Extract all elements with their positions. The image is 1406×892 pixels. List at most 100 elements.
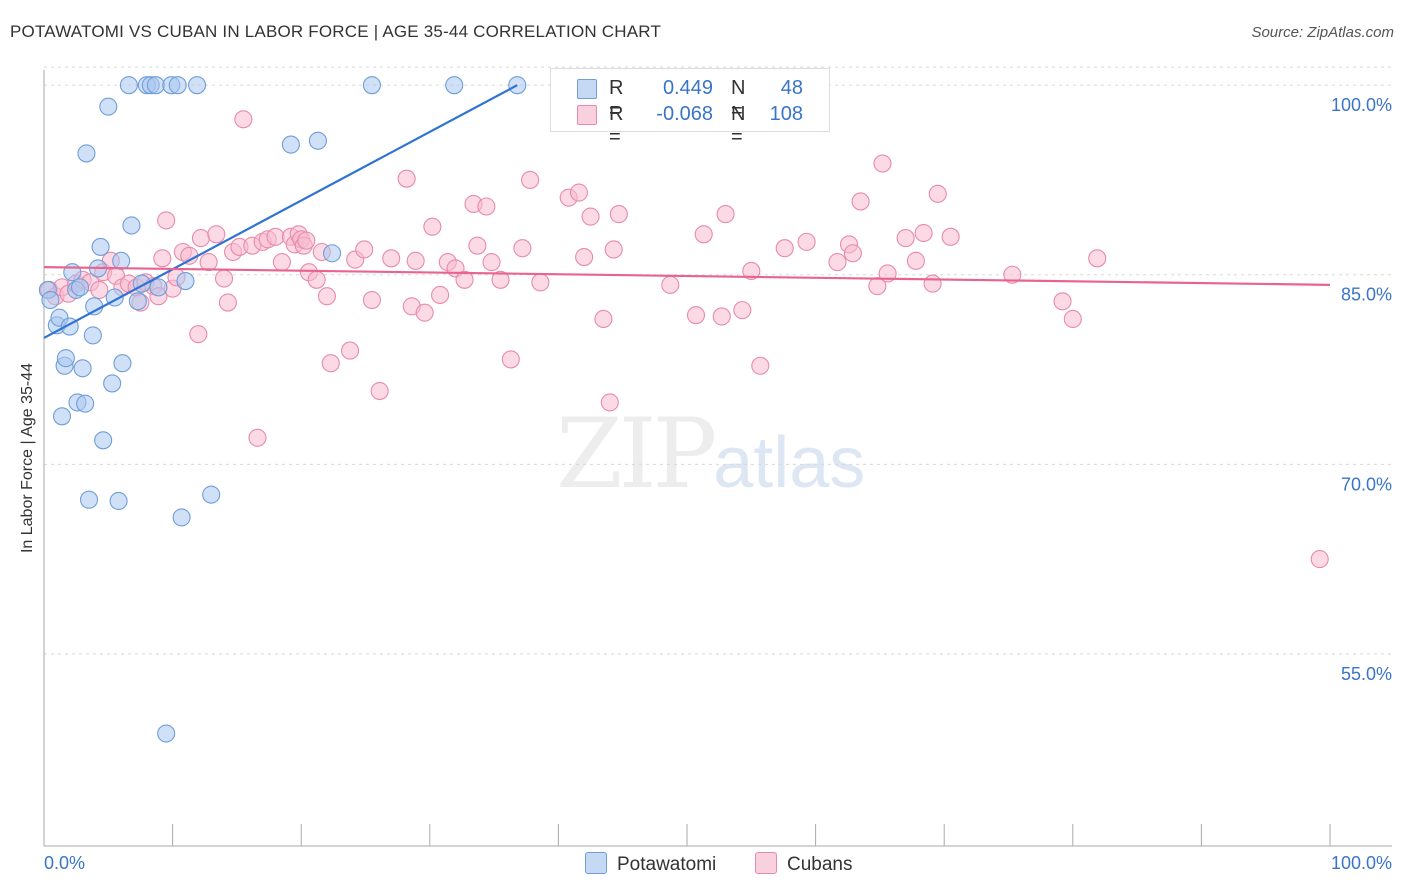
y-tick-label: 70.0% xyxy=(1341,474,1392,494)
cubans-point xyxy=(297,231,316,250)
cubans-trend-line xyxy=(43,266,1331,286)
potawatomi-legend-label: Potawatomi xyxy=(617,854,717,875)
cubans-point xyxy=(189,325,208,344)
cubans-points xyxy=(40,110,1329,569)
potawatomi-point xyxy=(112,251,131,270)
cubans-point xyxy=(1088,249,1107,268)
potawatomi-swatch xyxy=(577,79,597,99)
watermark-atlas: atlas xyxy=(713,423,866,503)
y-tick-label: 55.0% xyxy=(1341,664,1392,684)
cubans-point xyxy=(362,290,381,310)
potawatomi-point xyxy=(63,263,82,282)
cubans-point xyxy=(581,207,600,226)
potawatomi-point xyxy=(187,76,207,95)
potawatomi-point xyxy=(119,76,138,95)
gridlines xyxy=(44,66,1392,655)
cubans-point xyxy=(513,239,532,258)
cubans-point xyxy=(307,270,326,289)
trend-lines xyxy=(43,84,1331,339)
potawatomi-point xyxy=(83,326,102,345)
potawatomi-point xyxy=(103,374,122,393)
potawatomi-point xyxy=(445,76,464,95)
potawatomi-point xyxy=(157,724,176,743)
r-label: R = xyxy=(609,103,624,148)
correlation-legend: R = 0.449 N = 48 R = -0.068 N = 108 xyxy=(550,68,830,148)
cubans-point xyxy=(501,350,520,369)
axes xyxy=(43,70,1392,847)
potawatomi-point xyxy=(172,508,191,527)
cubans-point xyxy=(716,205,735,224)
chart-title: POTAWATOMI VS CUBAN IN LABOR FORCE | AGE… xyxy=(10,22,662,41)
cubans-point xyxy=(355,240,374,259)
cubans-point xyxy=(157,211,176,230)
cubans-swatch xyxy=(577,105,597,125)
cubans-point xyxy=(272,253,291,272)
potawatomi-point xyxy=(176,272,195,291)
potawatomi-point xyxy=(94,431,113,450)
cubans-point xyxy=(153,249,172,268)
n-label: N = xyxy=(731,103,746,148)
source-label: Source: ZipAtlas.com xyxy=(1251,24,1394,41)
r-value: 0.449 xyxy=(662,77,713,99)
cubans-point xyxy=(191,229,210,248)
cubans-point xyxy=(370,381,389,401)
cubans-point xyxy=(415,303,434,322)
cubans-point xyxy=(694,225,713,244)
potawatomi-point xyxy=(109,491,128,511)
potawatomi-point xyxy=(73,359,92,378)
potawatomi-trend-line xyxy=(43,84,518,339)
x-tick-label: 0.0% xyxy=(44,853,85,873)
cubans-point xyxy=(742,261,761,281)
cubans-point xyxy=(218,293,237,312)
cubans-point xyxy=(477,197,496,216)
cubans-point xyxy=(661,275,680,294)
cubans-point xyxy=(180,246,199,265)
cubans-point xyxy=(873,154,892,173)
cubans-point xyxy=(828,253,847,272)
cubans-point xyxy=(941,227,960,246)
cubans-point xyxy=(797,232,816,251)
potawatomi-points xyxy=(38,76,527,743)
cubans-point xyxy=(482,253,501,272)
cubans-point xyxy=(1310,550,1329,569)
cubans-point xyxy=(266,227,285,246)
potawatomi-point xyxy=(146,76,165,95)
cubans-point xyxy=(207,225,226,244)
potawatomi-point xyxy=(56,349,75,368)
cubans-point xyxy=(468,236,487,255)
cubans-point xyxy=(928,184,947,203)
cubans-point xyxy=(914,223,933,243)
potawatomi-point xyxy=(70,278,90,297)
cubans-point xyxy=(923,274,942,293)
cubans-point xyxy=(341,341,360,360)
n-value: 48 xyxy=(780,77,803,99)
potawatomi-point xyxy=(323,244,342,263)
cubans-point xyxy=(775,239,794,258)
cubans-point xyxy=(90,280,109,299)
cubans-point xyxy=(397,169,416,188)
cubans-point xyxy=(406,251,425,270)
potawatomi-point xyxy=(149,278,168,297)
cubans-point xyxy=(751,356,770,375)
potawatomi-point xyxy=(91,237,110,256)
y-tick-label: 100.0% xyxy=(1331,95,1392,115)
cubans-point xyxy=(609,205,628,224)
cubans-point xyxy=(234,110,253,129)
potawatomi-point xyxy=(308,131,327,150)
cubans-point xyxy=(600,393,619,412)
n-value: 108 xyxy=(769,103,803,125)
potawatomi-point xyxy=(52,407,72,426)
potawatomi-point xyxy=(113,354,132,373)
potawatomi-point xyxy=(41,290,60,310)
cubans-point xyxy=(1063,309,1082,329)
y-tick-label: 85.0% xyxy=(1341,285,1392,305)
r-value: -0.068 xyxy=(656,103,713,125)
potawatomi-point xyxy=(362,76,381,95)
cubans-point xyxy=(455,270,474,289)
potawatomi-point xyxy=(281,135,300,154)
potawatomi-legend-swatch xyxy=(585,852,607,874)
cubans-point xyxy=(1003,265,1022,284)
cubans-point xyxy=(906,251,925,270)
potawatomi-point xyxy=(122,216,141,235)
